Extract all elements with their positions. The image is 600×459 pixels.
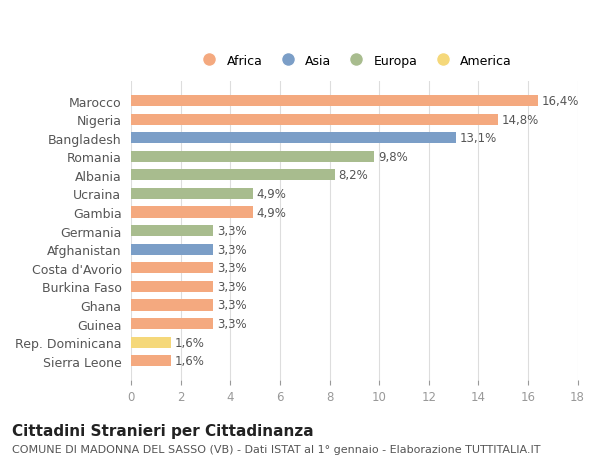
Bar bbox=[131, 281, 213, 292]
Bar bbox=[131, 207, 253, 218]
Bar bbox=[131, 96, 538, 107]
Text: 1,6%: 1,6% bbox=[175, 336, 205, 349]
Text: 8,2%: 8,2% bbox=[338, 169, 368, 182]
Text: 4,9%: 4,9% bbox=[256, 206, 286, 219]
Bar bbox=[131, 114, 498, 125]
Bar bbox=[131, 170, 335, 181]
Text: 3,3%: 3,3% bbox=[217, 262, 247, 274]
Text: 3,3%: 3,3% bbox=[217, 280, 247, 293]
Bar bbox=[131, 300, 213, 311]
Text: 14,8%: 14,8% bbox=[502, 113, 539, 126]
Bar bbox=[131, 133, 456, 144]
Text: 16,4%: 16,4% bbox=[542, 95, 579, 108]
Bar bbox=[131, 355, 171, 367]
Text: 3,3%: 3,3% bbox=[217, 317, 247, 330]
Bar bbox=[131, 244, 213, 255]
Text: 3,3%: 3,3% bbox=[217, 299, 247, 312]
Text: 13,1%: 13,1% bbox=[460, 132, 497, 145]
Bar bbox=[131, 225, 213, 237]
Legend: Africa, Asia, Europa, America: Africa, Asia, Europa, America bbox=[192, 50, 517, 73]
Text: 4,9%: 4,9% bbox=[256, 188, 286, 201]
Text: COMUNE DI MADONNA DEL SASSO (VB) - Dati ISTAT al 1° gennaio - Elaborazione TUTTI: COMUNE DI MADONNA DEL SASSO (VB) - Dati … bbox=[12, 444, 541, 454]
Text: 1,6%: 1,6% bbox=[175, 354, 205, 368]
Text: 3,3%: 3,3% bbox=[217, 224, 247, 238]
Bar bbox=[131, 151, 374, 162]
Bar bbox=[131, 189, 253, 200]
Text: Cittadini Stranieri per Cittadinanza: Cittadini Stranieri per Cittadinanza bbox=[12, 423, 314, 438]
Text: 9,8%: 9,8% bbox=[378, 151, 407, 163]
Bar bbox=[131, 263, 213, 274]
Bar bbox=[131, 318, 213, 330]
Text: 3,3%: 3,3% bbox=[217, 243, 247, 256]
Bar bbox=[131, 337, 171, 348]
